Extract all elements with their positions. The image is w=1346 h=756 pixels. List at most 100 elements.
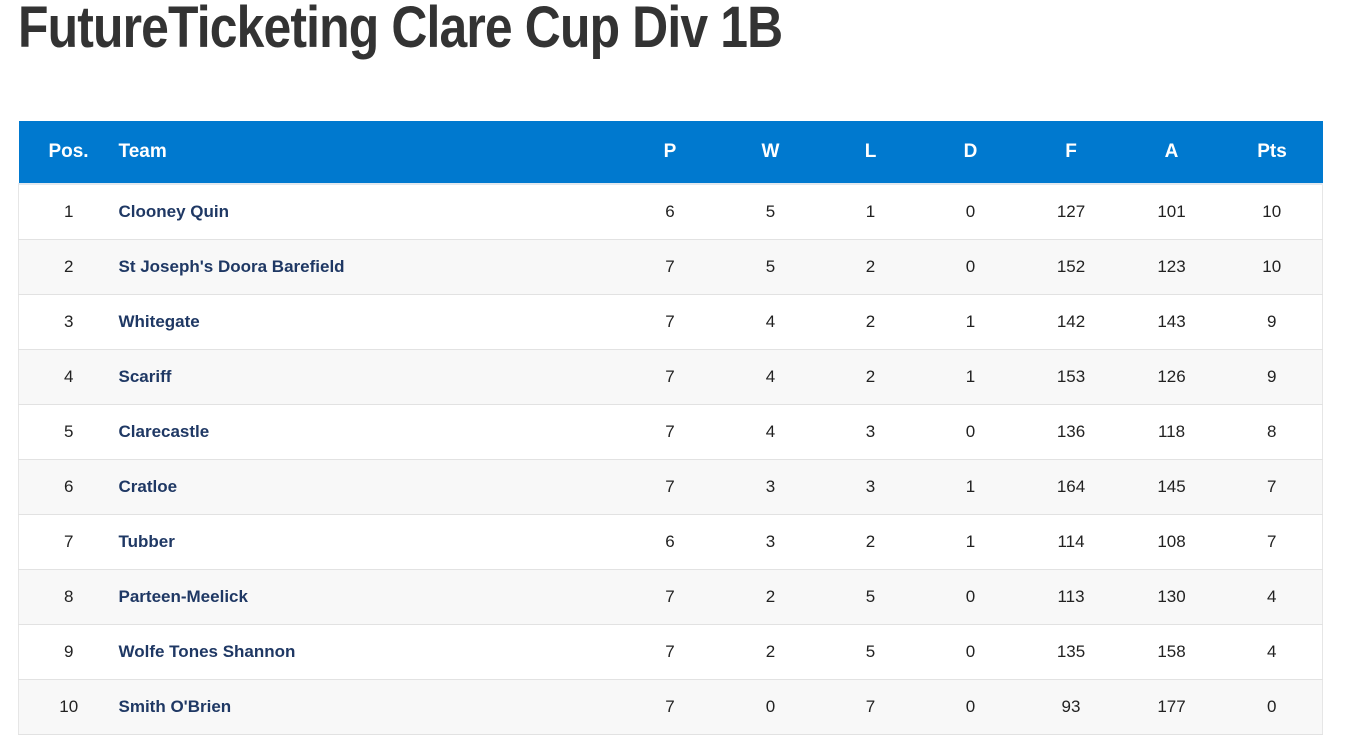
cell-team: Cratloe (118, 459, 620, 515)
cell-team: Clarecastle (118, 404, 620, 460)
header-against: A (1121, 121, 1222, 185)
cell-played: 6 (619, 514, 721, 570)
cell-played: 7 (619, 459, 721, 515)
cell-won: 3 (720, 514, 821, 570)
cell-drawn: 1 (920, 459, 1021, 515)
cell-team: Smith O'Brien (118, 679, 620, 735)
team-link[interactable]: St Joseph's Doora Barefield (118, 256, 345, 276)
table-row: 1 Clooney Quin 6 5 1 0 127 101 10 (18, 184, 1323, 240)
cell-points: 8 (1221, 404, 1323, 460)
cell-against: 123 (1121, 239, 1222, 295)
table-header: Pos. Team P W L D F A Pts (18, 121, 1323, 185)
cell-lost: 2 (820, 349, 921, 405)
cell-for: 136 (1020, 404, 1122, 460)
cell-pos: 3 (18, 294, 119, 350)
header-pos: Pos. (18, 121, 119, 185)
team-link[interactable]: Smith O'Brien (118, 696, 232, 716)
cell-for: 113 (1020, 569, 1122, 625)
table-row: 10 Smith O'Brien 7 0 7 0 93 177 0 (18, 679, 1323, 735)
cell-points: 9 (1221, 294, 1323, 350)
team-link[interactable]: Clooney Quin (118, 201, 230, 221)
cell-for: 152 (1020, 239, 1122, 295)
cell-points: 10 (1221, 184, 1323, 240)
cell-points: 0 (1221, 679, 1323, 735)
cell-against: 145 (1121, 459, 1222, 515)
cell-team: Wolfe Tones Shannon (118, 624, 620, 680)
cell-against: 108 (1121, 514, 1222, 570)
cell-drawn: 0 (920, 569, 1021, 625)
cell-won: 2 (720, 624, 821, 680)
cell-lost: 2 (820, 514, 921, 570)
cell-pos: 8 (18, 569, 119, 625)
cell-points: 7 (1221, 459, 1323, 515)
table-row: 2 St Joseph's Doora Barefield 7 5 2 0 152 123 10 (18, 239, 1323, 295)
cell-team: Tubber (118, 514, 620, 570)
team-link[interactable]: Parteen-Meelick (118, 586, 248, 606)
header-for: F (1020, 121, 1122, 185)
header-team: Team (118, 121, 620, 185)
cell-for: 164 (1020, 459, 1122, 515)
header-drawn: D (920, 121, 1021, 185)
cell-drawn: 0 (920, 679, 1021, 735)
header-row: Pos. Team P W L D F A Pts (18, 121, 1323, 185)
cell-won: 4 (720, 404, 821, 460)
cell-points: 7 (1221, 514, 1323, 570)
team-link[interactable]: Whitegate (118, 311, 200, 331)
cell-lost: 7 (820, 679, 921, 735)
cell-lost: 2 (820, 294, 921, 350)
cell-won: 4 (720, 294, 821, 350)
cell-played: 7 (619, 349, 721, 405)
cell-drawn: 1 (920, 294, 1021, 350)
cell-for: 127 (1020, 184, 1122, 240)
cell-played: 7 (619, 294, 721, 350)
cell-won: 3 (720, 459, 821, 515)
cell-won: 5 (720, 239, 821, 295)
cell-played: 7 (619, 404, 721, 460)
cell-team: Scariff (118, 349, 620, 405)
cell-points: 4 (1221, 569, 1323, 625)
cell-won: 4 (720, 349, 821, 405)
cell-for: 135 (1020, 624, 1122, 680)
cell-played: 7 (619, 569, 721, 625)
cell-team: Parteen-Meelick (118, 569, 620, 625)
cell-lost: 5 (820, 569, 921, 625)
team-link[interactable]: Scariff (118, 366, 172, 386)
cell-drawn: 0 (920, 624, 1021, 680)
cell-for: 114 (1020, 514, 1122, 570)
cell-lost: 3 (820, 404, 921, 460)
cell-for: 93 (1020, 679, 1122, 735)
cell-drawn: 0 (920, 404, 1021, 460)
cell-team: St Joseph's Doora Barefield (118, 239, 620, 295)
cell-points: 9 (1221, 349, 1323, 405)
cell-against: 158 (1121, 624, 1222, 680)
table-row: 7 Tubber 6 3 2 1 114 108 7 (18, 514, 1323, 570)
team-link[interactable]: Wolfe Tones Shannon (118, 641, 296, 661)
table-row: 5 Clarecastle 7 4 3 0 136 118 8 (18, 404, 1323, 460)
cell-pos: 7 (18, 514, 119, 570)
cell-pos: 6 (18, 459, 119, 515)
cell-pos: 2 (18, 239, 119, 295)
cell-against: 177 (1121, 679, 1222, 735)
header-won: W (720, 121, 821, 185)
cell-pos: 5 (18, 404, 119, 460)
cell-won: 2 (720, 569, 821, 625)
team-link[interactable]: Tubber (118, 531, 175, 551)
cell-pos: 9 (18, 624, 119, 680)
cell-won: 0 (720, 679, 821, 735)
table-row: 4 Scariff 7 4 2 1 153 126 9 (18, 349, 1323, 405)
cell-drawn: 0 (920, 239, 1021, 295)
cell-played: 7 (619, 624, 721, 680)
cell-team: Whitegate (118, 294, 620, 350)
cell-drawn: 1 (920, 349, 1021, 405)
cell-lost: 1 (820, 184, 921, 240)
cell-drawn: 1 (920, 514, 1021, 570)
standings-table: Pos. Team P W L D F A Pts 1 Clooney Quin 6… (18, 121, 1323, 735)
cell-against: 126 (1121, 349, 1222, 405)
header-played: P (619, 121, 721, 185)
team-link[interactable]: Cratloe (118, 476, 178, 496)
cell-pos: 4 (18, 349, 119, 405)
table-row: 9 Wolfe Tones Shannon 7 2 5 0 135 158 4 (18, 624, 1323, 680)
team-link[interactable]: Clarecastle (118, 421, 210, 441)
table-row: 8 Parteen-Meelick 7 2 5 0 113 130 4 (18, 569, 1323, 625)
header-lost: L (820, 121, 921, 185)
